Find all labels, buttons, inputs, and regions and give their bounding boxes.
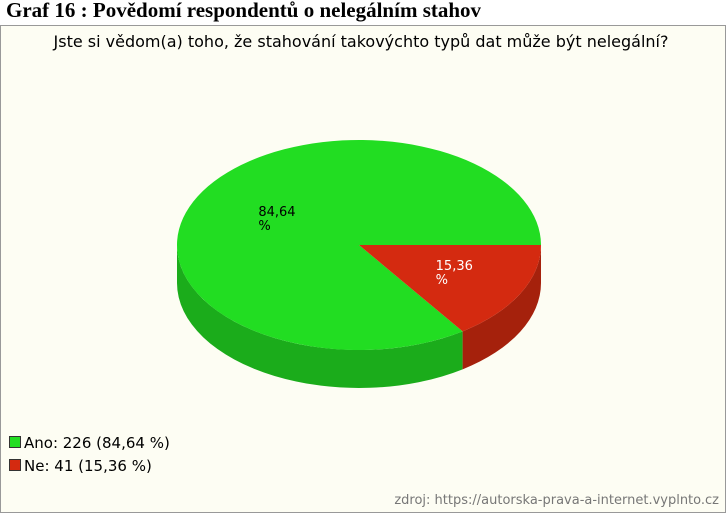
pie-side <box>462 245 542 370</box>
chart-title: Jste si vědom(a) toho, že stahování tako… <box>53 32 669 51</box>
legend-item: Ano: 226 (84,64 %) <box>9 434 170 452</box>
source: zdroj: https://autorska-prava-a-internet… <box>394 493 719 508</box>
pie-area <box>177 140 542 389</box>
legend-label: Ano: 226 (84,64 %) <box>24 434 170 452</box>
legend-item: Ne: 41 (15,36 %) <box>9 457 152 475</box>
value-label: 15,36 % <box>435 258 473 288</box>
legend-swatch <box>9 436 21 448</box>
heading: Graf 16 : Povědomí respondentů o nelegál… <box>6 0 482 22</box>
chart: Jste si vědom(a) toho, že stahování tako… <box>0 25 726 513</box>
pie-slice <box>177 140 541 351</box>
legend-label: Ne: 41 (15,36 %) <box>24 457 152 475</box>
pie-slice <box>359 245 541 332</box>
legend-swatch <box>9 459 21 471</box>
value-label: 84,64 % <box>258 205 296 235</box>
pie-side <box>177 245 463 389</box>
